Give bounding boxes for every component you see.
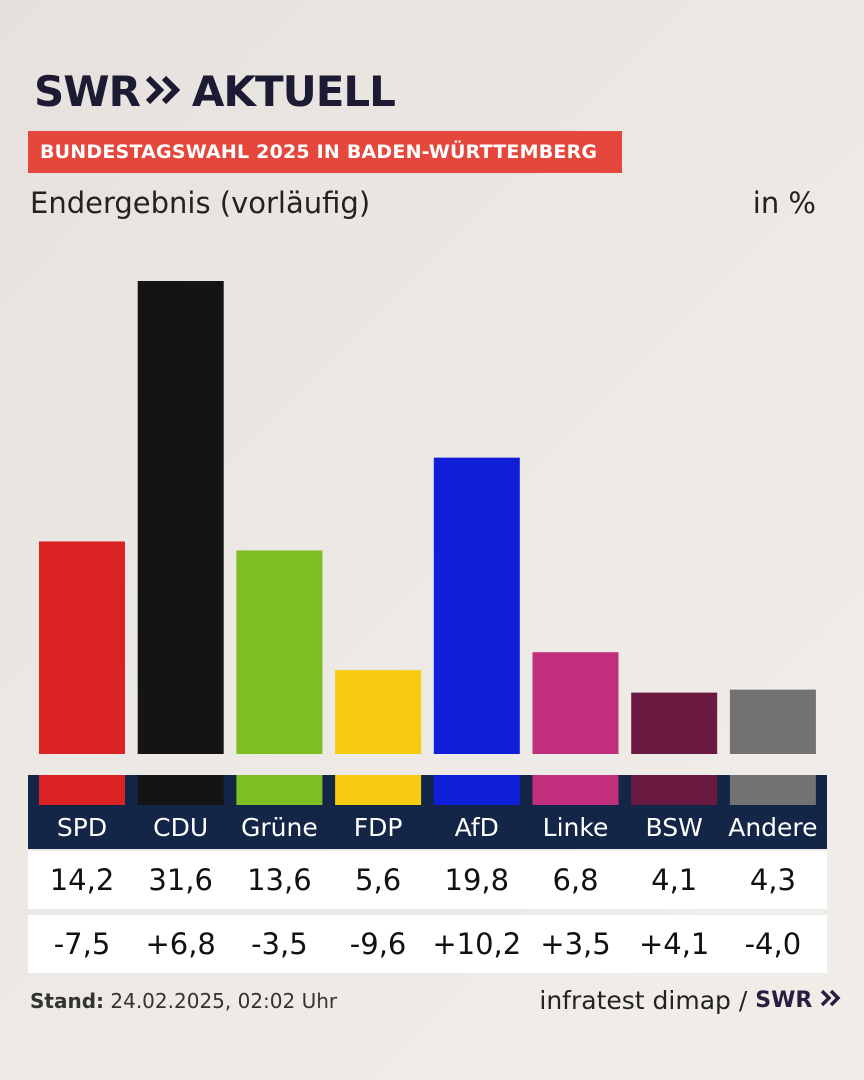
result-value-bsw: 4,1	[651, 863, 698, 897]
party-label-afd: AfD	[454, 813, 499, 842]
swatch-bsw	[631, 775, 718, 805]
bar-linke	[532, 652, 619, 754]
party-label-fdp: FDP	[353, 813, 403, 842]
bar-afd	[433, 457, 520, 754]
bar-cdu	[137, 281, 224, 754]
party-label-andere: Andere	[728, 813, 818, 842]
source-text: infratest dimap /	[539, 986, 748, 1015]
unit-label: in %	[752, 186, 816, 220]
diff-value-fdp: -9,6	[349, 927, 407, 961]
diff-value-grüne: -3,5	[251, 927, 308, 961]
stand-value: 24.02.2025, 02:02 Uhr	[110, 989, 338, 1013]
logo-swr-text: SWR	[34, 67, 141, 116]
party-label-bsw: BSW	[645, 813, 703, 842]
swatch-cdu	[137, 775, 224, 805]
swatch-linke	[532, 775, 619, 805]
diff-value-spd: -7,5	[53, 927, 111, 961]
timestamp: Stand: 24.02.2025, 02:02 Uhr	[30, 989, 337, 1013]
bar-fdp	[335, 670, 422, 754]
bar-spd	[39, 541, 125, 754]
result-value-afd: 19,8	[444, 863, 510, 897]
result-value-fdp: 5,6	[355, 863, 402, 897]
result-value-andere: 4,3	[749, 863, 796, 897]
party-label-grüne: Grüne	[241, 813, 318, 842]
double-chevron-icon	[145, 75, 182, 109]
chart-subtitle: Endergebnis (vorläufig)	[30, 186, 371, 220]
election-banner: BUNDESTAGSWAHL 2025 IN BADEN-WÜRTTEMBERG	[28, 131, 622, 173]
diff-value-linke: +3,5	[540, 927, 611, 961]
result-value-linke: 6,8	[552, 863, 599, 897]
diff-value-bsw: +4,1	[638, 927, 710, 961]
result-value-spd: 14,2	[49, 863, 115, 897]
diff-value-andere: -4,0	[744, 927, 802, 961]
bar-andere	[729, 689, 816, 754]
swr-small-logo: SWR	[755, 988, 842, 1013]
result-value-grüne: 13,6	[247, 863, 312, 897]
diff-value-cdu: +6,8	[145, 927, 216, 961]
party-label-spd: SPD	[56, 813, 108, 842]
swatch-spd	[39, 775, 125, 805]
double-chevron-small-icon	[820, 989, 841, 1007]
swr-aktuell-logo: SWR AKTUELL	[34, 67, 396, 116]
result-value-cdu: 31,6	[148, 863, 213, 897]
swr-small-text: SWR	[755, 988, 813, 1013]
bar-grüne	[236, 550, 323, 754]
swatch-afd	[433, 775, 520, 805]
difference-row: -7,5 +6,8 -3,5 -9,6 +10,2 +3,5 +4,1 -4,0	[28, 915, 827, 973]
party-label-linke: Linke	[542, 813, 609, 842]
swatch-grüne	[236, 775, 323, 805]
bar-bsw	[631, 692, 718, 754]
swatch-fdp	[335, 775, 422, 805]
party-label-cdu: CDU	[153, 813, 209, 842]
results-row: 14,2 31,6 13,6 5,6 19,8 6,8 4,1 4,3	[28, 851, 827, 909]
swatch-andere	[729, 775, 816, 805]
diff-value-afd: +10,2	[432, 927, 522, 961]
stand-label: Stand:	[30, 989, 105, 1013]
source-credit: infratest dimap / SWR	[539, 986, 842, 1015]
logo-aktuell-text: AKTUELL	[191, 67, 396, 116]
